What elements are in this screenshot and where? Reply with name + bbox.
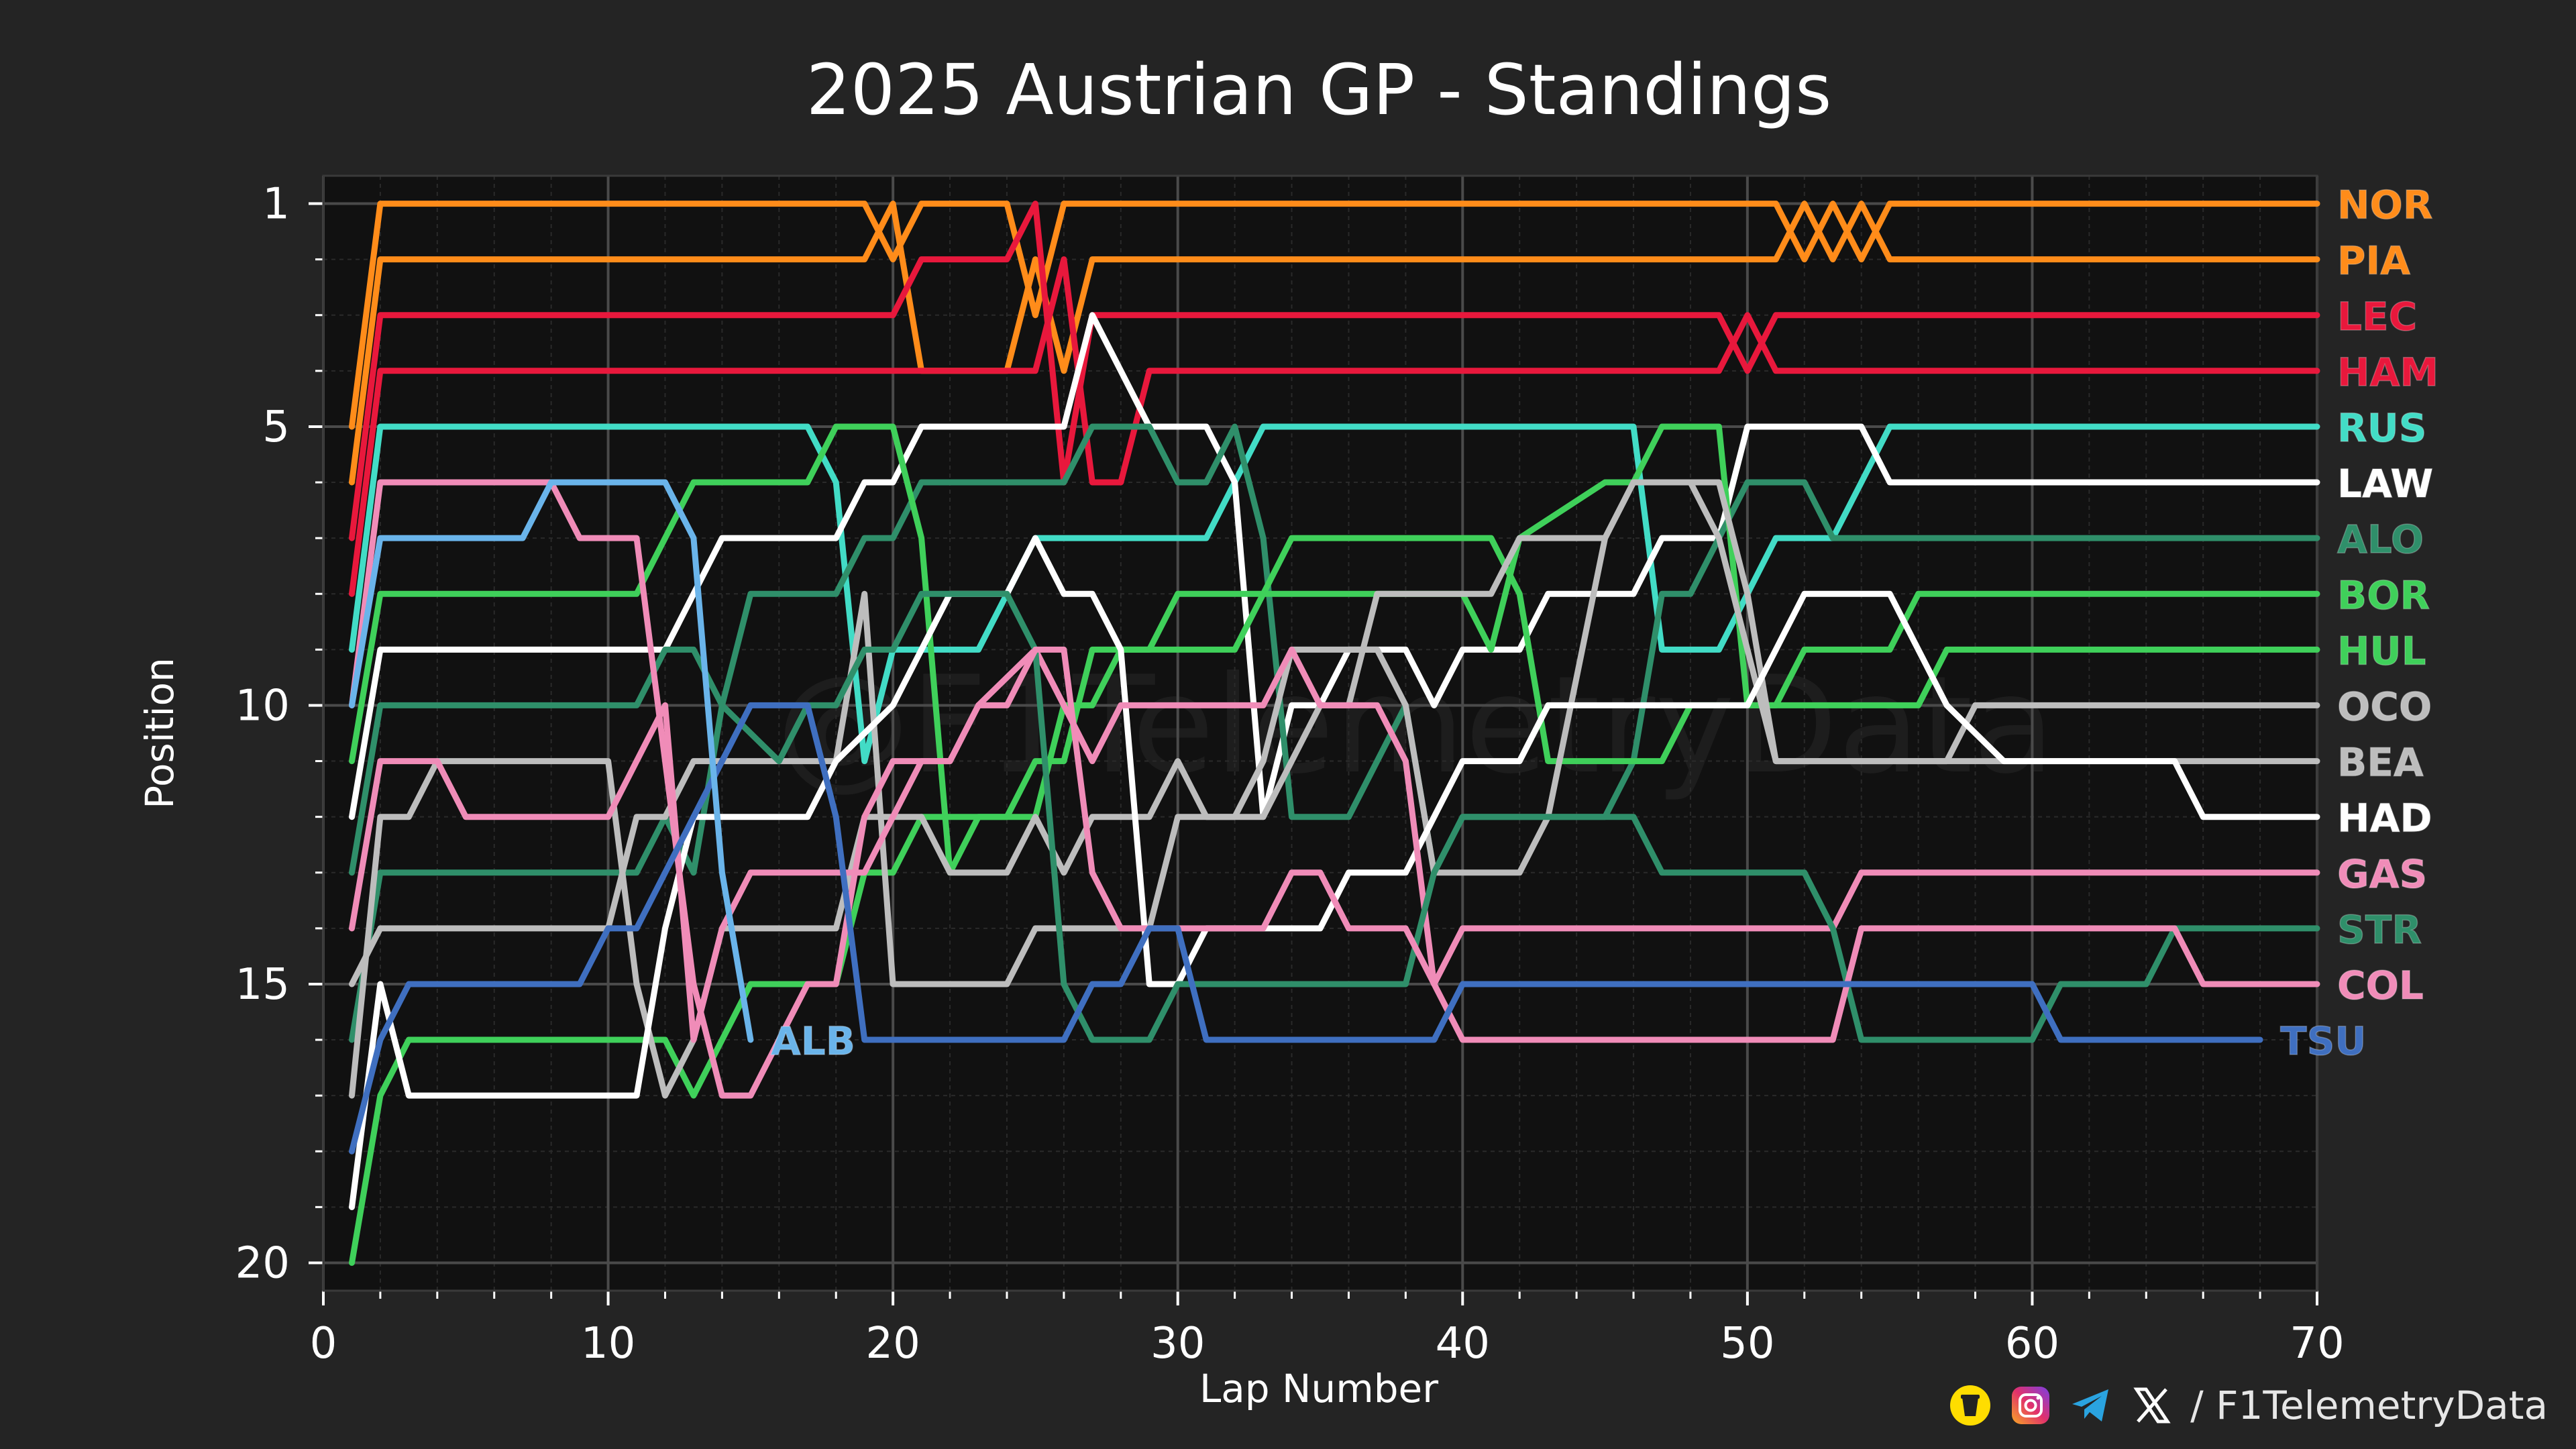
plot-frame (322, 174, 2318, 1292)
x-tick-label: 0 (310, 1319, 337, 1368)
series-line-alb (349, 479, 754, 1043)
series-line-hul (349, 423, 2320, 876)
series-end-label: HAM (2337, 350, 2438, 395)
y-tick-label: 20 (235, 1238, 290, 1288)
social-footer: / F1TelemetryData (1949, 1377, 2548, 1434)
series-end-label: TSU (2280, 1018, 2366, 1064)
y-axis-label: Position (137, 657, 182, 809)
chart-title: 2025 Austrian GP - Standings (806, 49, 1832, 131)
series-end-label: STR (2337, 907, 2422, 953)
series-end-label: HAD (2337, 796, 2432, 841)
series-end-label: RUS (2337, 405, 2427, 451)
x-tick-label: 60 (2005, 1319, 2059, 1368)
series-end-label: BOR (2337, 572, 2430, 618)
series-end-label: GAS (2337, 851, 2427, 897)
x-tick-label: 70 (2290, 1319, 2344, 1368)
series-line-gas (349, 646, 2320, 1043)
y-tick-label: 5 (262, 402, 290, 452)
series-end-label: ALO (2337, 517, 2424, 562)
series-line-lec (349, 201, 2320, 541)
series-end-label: BEA (2337, 740, 2424, 786)
series-line-law (349, 312, 2320, 820)
series-lines (349, 201, 2320, 1266)
x-tick-label: 30 (1150, 1319, 1205, 1368)
series-line-oco (349, 479, 2320, 987)
buymeacoffee-icon[interactable] (1949, 1384, 1992, 1427)
series-end-label: PIA (2337, 238, 2410, 284)
series-line-pia (349, 201, 2320, 486)
x-tick-label: 50 (1720, 1319, 1774, 1368)
series-line-bea (349, 479, 2320, 1099)
x-tick-label: 40 (1436, 1319, 1490, 1368)
series-line-col (349, 479, 2320, 1099)
series-end-label: NOR (2337, 182, 2433, 228)
plot-area (323, 176, 2317, 1291)
x-tick-label: 20 (865, 1319, 920, 1368)
y-tick-label: 10 (235, 681, 290, 731)
series-line-alo (349, 423, 2320, 1043)
series-line-tsu (349, 702, 2263, 1155)
series-end-label: HUL (2337, 628, 2426, 674)
series-line-ham (349, 256, 2320, 597)
telegram-icon[interactable] (2070, 1384, 2112, 1427)
series-end-label: LEC (2337, 294, 2417, 339)
x-axis-label: Lap Number (1199, 1366, 1438, 1411)
x-tick-label: 10 (581, 1319, 635, 1368)
series-line-nor (349, 201, 2320, 430)
instagram-icon[interactable] (2009, 1384, 2052, 1427)
series-end-label: LAW (2337, 461, 2433, 506)
series-end-label: COL (2337, 963, 2424, 1008)
x-icon[interactable] (2130, 1384, 2173, 1427)
series-end-label: ALB (771, 1018, 855, 1064)
y-tick-label: 15 (235, 960, 290, 1010)
y-tick-label: 1 (262, 180, 290, 229)
series-labels: NOR PIA LEC HAM RUS LAW ALO BOR HUL OCO BEA HAD GAS S… (770, 182, 2439, 1065)
social-handle[interactable]: / F1TelemetryData (2190, 1383, 2548, 1428)
series-end-label: OCO (2337, 684, 2432, 729)
